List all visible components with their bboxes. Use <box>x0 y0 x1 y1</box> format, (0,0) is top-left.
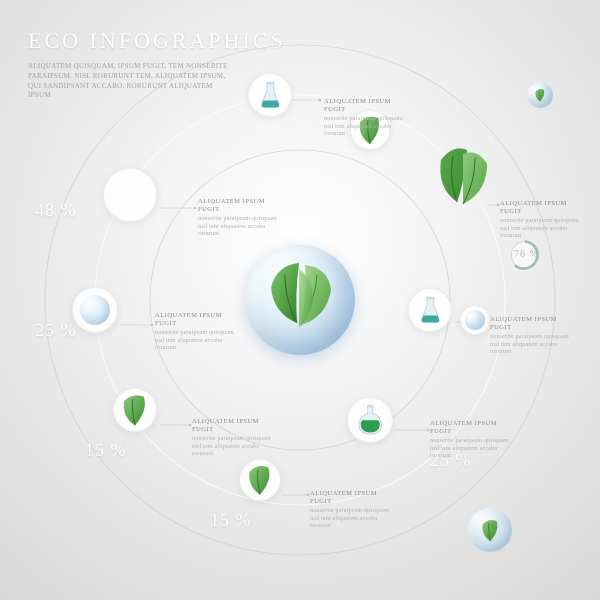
center-sphere <box>245 245 355 355</box>
page-subtitle: ALIQUATEM QUISQUAM, IPSUM FUGIT, TEM NON… <box>28 62 228 101</box>
percentage-label: 48 % <box>35 200 77 221</box>
percentage-label: 25 % <box>35 320 77 341</box>
floating-pct-ring: 76 % <box>508 238 542 272</box>
annotation-label: ALIQUATEM IPSUM FUGITnonserite paraipsum… <box>310 490 400 531</box>
node-flask-round-green <box>347 397 393 443</box>
node-flask-teal <box>248 73 292 117</box>
percentage-label: 15 % <box>210 510 252 531</box>
node-bubble <box>460 305 490 335</box>
node-bubble <box>72 287 118 333</box>
node-flask-teal <box>408 288 452 332</box>
annotation-label: ALIQUATEM IPSUM FUGITnonserite paraipsum… <box>324 98 414 139</box>
floating-bubble-leaf <box>468 508 512 552</box>
annotation-label: ALIQUATEM IPSUM FUGITnonserite paraipsum… <box>490 316 580 357</box>
annotation-label: ALIQUATEM IPSUM FUGITnonserite paraipsum… <box>198 198 288 239</box>
leaf-cluster-icon <box>245 245 355 355</box>
annotation-label: ALIQUATEM IPSUM FUGITnonserite paraipsum… <box>192 418 282 459</box>
page-title: ECO INFOGRAPHICS <box>28 28 286 54</box>
annotation-label: ALIQUATEM IPSUM FUGITnonserite paraipsum… <box>430 420 520 461</box>
node-empty <box>103 168 157 222</box>
node-leaf-single <box>113 388 157 432</box>
percentage-label: 15 % <box>85 440 127 461</box>
annotation-label: ALIQUATEM IPSUM FUGITnonserite paraipsum… <box>155 312 245 353</box>
floating-leaf-pair <box>433 140 491 215</box>
floating-bubble-leaf <box>527 82 553 108</box>
annotation-label: ALIQUATEM IPSUM FUGITnonserite paraipsum… <box>500 200 590 241</box>
node-leaf-single <box>239 459 281 501</box>
